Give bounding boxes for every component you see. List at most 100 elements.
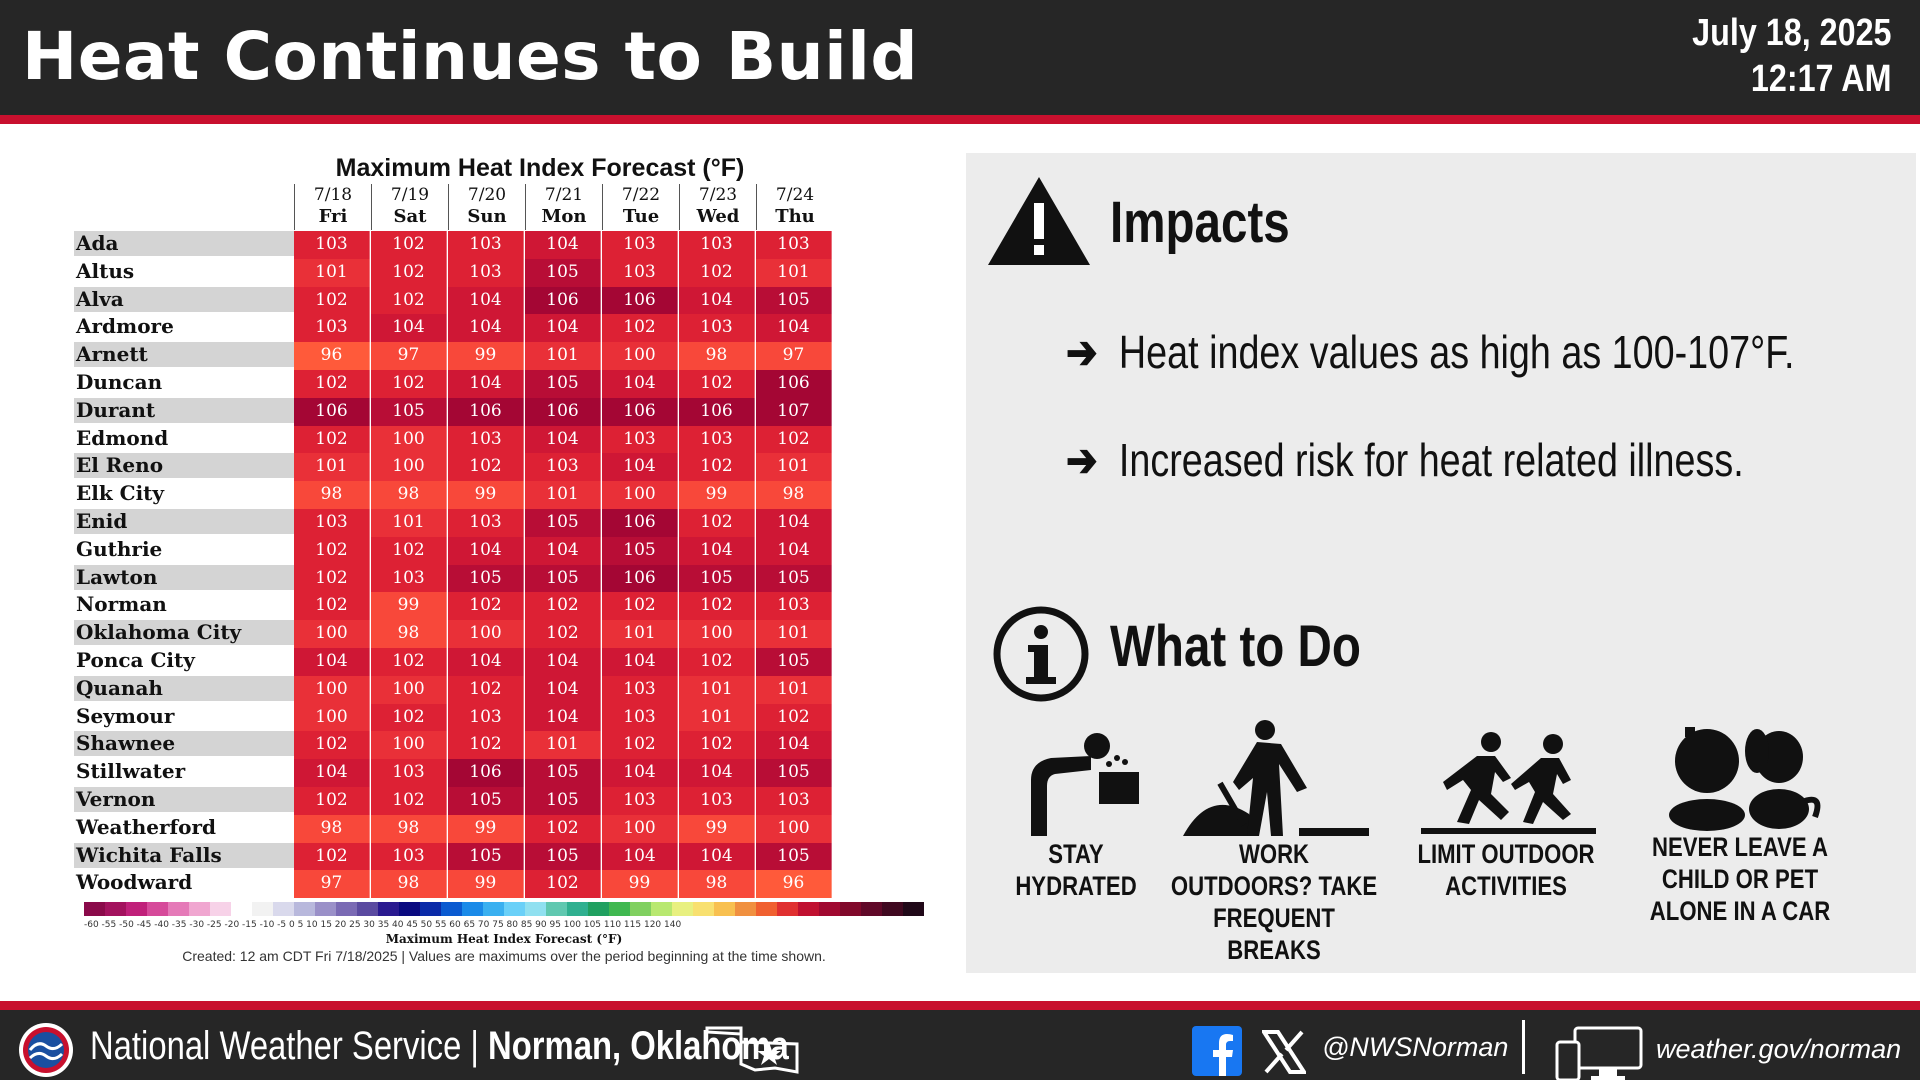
day-column-header: 7/19 Sat — [371, 184, 448, 230]
facebook-icon[interactable] — [1192, 1026, 1242, 1076]
social-handle[interactable]: @NWSNorman — [1322, 1032, 1509, 1062]
impacts-title: Impacts — [1110, 190, 1290, 255]
heat-index-cell: 103 — [679, 231, 755, 259]
heat-index-cell: 98 — [371, 815, 447, 843]
oklahoma-map-icon — [705, 1026, 799, 1074]
tip-work-breaks: WORK OUTDOORS? TAKE FREQUENT BREAKS — [1144, 718, 1404, 966]
heat-index-cell: 102 — [371, 259, 447, 287]
tip-label: NEVER LEAVE A CHILD OR PET ALONE IN A CAR — [1649, 832, 1831, 926]
heat-index-cell: 103 — [448, 509, 524, 537]
heat-index-cell: 100 — [679, 620, 755, 648]
heat-index-cell: 106 — [756, 370, 832, 398]
heat-index-cell: 104 — [525, 676, 601, 704]
arrow-right-icon: ➔ — [1066, 326, 1098, 378]
heat-index-cell: 98 — [679, 342, 755, 370]
heat-index-cell: 102 — [371, 648, 447, 676]
heat-index-cell: 98 — [371, 870, 447, 898]
heat-index-cell: 103 — [756, 592, 832, 620]
heat-index-cell: 102 — [448, 453, 524, 481]
x-twitter-icon[interactable] — [1262, 1030, 1306, 1074]
arrow-right-icon: ➔ — [1066, 434, 1098, 486]
city-label: Norman — [76, 592, 167, 616]
heat-index-cell: 105 — [756, 648, 832, 676]
table-title: Maximum Heat Index Forecast (°F) — [335, 154, 745, 182]
heat-index-cell: 105 — [371, 398, 447, 426]
heat-index-cell: 104 — [294, 648, 370, 676]
heat-index-cell: 103 — [294, 231, 370, 259]
heat-index-cell: 97 — [294, 870, 370, 898]
day-column-header: 7/24 Thu — [756, 184, 833, 230]
heat-index-cell: 104 — [448, 537, 524, 565]
heat-index-cell: 98 — [294, 481, 370, 509]
heat-index-cell: 102 — [371, 231, 447, 259]
heat-index-cell: 102 — [525, 620, 601, 648]
heat-index-cell: 104 — [525, 231, 601, 259]
runners-icon — [1421, 732, 1596, 834]
heat-index-cell: 100 — [371, 731, 447, 759]
tip-label: STAY HYDRATED — [1015, 839, 1137, 901]
heat-index-cell: 98 — [371, 481, 447, 509]
heat-index-cell: 102 — [679, 370, 755, 398]
heat-index-cell: 98 — [294, 815, 370, 843]
heat-index-cell: 100 — [371, 676, 447, 704]
heat-index-cell: 103 — [756, 231, 832, 259]
heat-index-cell: 102 — [371, 537, 447, 565]
heat-index-cell: 100 — [371, 426, 447, 454]
city-label: Stillwater — [76, 759, 186, 783]
heat-index-cell: 98 — [371, 620, 447, 648]
heat-index-cell: 102 — [448, 676, 524, 704]
website-link[interactable]: weather.gov/norman — [1656, 1034, 1902, 1064]
heat-index-cell: 99 — [602, 870, 678, 898]
issued-time: 12:17 AM — [1751, 58, 1892, 100]
heat-index-cell: 103 — [679, 426, 755, 454]
heat-index-cell: 104 — [756, 537, 832, 565]
heat-index-cell: 106 — [525, 287, 601, 315]
heat-index-cell: 102 — [294, 565, 370, 593]
heat-index-cell: 100 — [371, 453, 447, 481]
heat-index-cell: 104 — [448, 287, 524, 315]
city-label: Elk City — [76, 481, 165, 505]
heat-index-cell: 105 — [525, 259, 601, 287]
heat-index-cell: 101 — [602, 620, 678, 648]
heat-index-cell: 104 — [525, 314, 601, 342]
info-panel: Impacts ➔ Heat index values as high as 10… — [966, 153, 1916, 973]
heat-index-cell: 102 — [602, 592, 678, 620]
heat-index-cell: 104 — [602, 759, 678, 787]
heat-index-cell: 99 — [371, 592, 447, 620]
heat-index-cell: 102 — [294, 426, 370, 454]
heat-index-cell: 102 — [756, 704, 832, 732]
heat-index-cell: 105 — [448, 787, 524, 815]
tip-label: LIMIT OUTDOOR ACTIVITIES — [1417, 839, 1595, 901]
heat-index-cell: 103 — [448, 231, 524, 259]
heat-index-cell: 104 — [602, 370, 678, 398]
heat-index-cell: 106 — [294, 398, 370, 426]
heat-index-cell: 103 — [602, 259, 678, 287]
heat-index-cell: 104 — [756, 509, 832, 537]
heat-index-cell: 102 — [679, 509, 755, 537]
colorbar — [84, 902, 924, 916]
heat-index-cell: 104 — [679, 287, 755, 315]
heat-index-cell: 105 — [602, 537, 678, 565]
heat-index-cell: 103 — [371, 565, 447, 593]
computer-phone-icon — [1555, 1026, 1643, 1082]
heat-index-cell: 105 — [525, 759, 601, 787]
heat-index-cell: 101 — [756, 453, 832, 481]
heat-index-cell: 101 — [525, 481, 601, 509]
table-footnote: Created: 12 am CDT Fri 7/18/2025 | Value… — [182, 948, 826, 964]
city-label: Altus — [76, 259, 135, 283]
heat-index-cell: 100 — [756, 815, 832, 843]
heat-index-cell: 105 — [525, 370, 601, 398]
heat-index-cell: 106 — [602, 565, 678, 593]
heat-index-cell: 105 — [448, 565, 524, 593]
heat-index-cell: 105 — [679, 565, 755, 593]
issued-date: July 18, 2025 — [1692, 12, 1892, 54]
heat-index-cell: 104 — [756, 314, 832, 342]
heat-index-cell: 105 — [448, 843, 524, 871]
heat-index-cell: 100 — [294, 620, 370, 648]
issued-datetime: July 18, 2025 12:17 AM — [1693, 10, 1892, 102]
heat-index-cell: 103 — [448, 259, 524, 287]
heat-index-cell: 104 — [525, 426, 601, 454]
heat-index-cell: 100 — [602, 481, 678, 509]
heat-index-cell: 101 — [525, 342, 601, 370]
day-column-header: 7/20 Sun — [448, 184, 525, 230]
